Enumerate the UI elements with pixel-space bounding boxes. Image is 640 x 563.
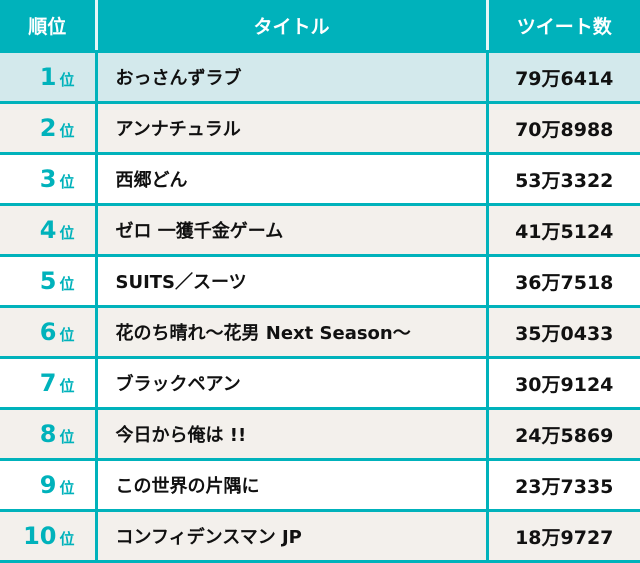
rank-number: 2 xyxy=(39,114,57,142)
table-row: 7 位ブラックペアン 30万9124 xyxy=(0,357,640,410)
table-row: 6 位花のち晴れ～花男 Next Season～ 35万0433 xyxy=(0,306,640,359)
rank-number: 7 xyxy=(39,369,57,397)
tweet-count-cell: 24万5869 xyxy=(485,408,640,461)
table-row: 9 位この世界の片隅に 23万7335 xyxy=(0,459,640,512)
rank-number: 8 xyxy=(39,420,57,448)
rank-suffix: 位 xyxy=(59,224,75,242)
title-cell: 花のち晴れ～花男 Next Season～ xyxy=(94,306,487,359)
rank-number: 6 xyxy=(39,318,57,346)
rank-suffix: 位 xyxy=(59,71,75,89)
rank-suffix: 位 xyxy=(59,326,75,344)
table-row: 4 位ゼロ 一獲千金ゲーム 41万5124 xyxy=(0,204,640,257)
header-rank: 順位 xyxy=(0,0,96,53)
rank-number: 10 xyxy=(23,522,57,550)
header-tweets: ツイート数 xyxy=(485,0,640,53)
title-cell: 西郷どん xyxy=(94,153,487,206)
rank-suffix: 位 xyxy=(59,275,75,293)
rank-number: 1 xyxy=(39,63,57,91)
title-cell: ブラックペアン xyxy=(94,357,487,410)
rank-suffix: 位 xyxy=(59,530,75,548)
table-row: 2 位アンナチュラル 70万8988 xyxy=(0,102,640,155)
tweet-count-cell: 36万7518 xyxy=(485,255,640,308)
tweet-count-cell: 79万6414 xyxy=(485,51,640,104)
tweet-count-cell: 41万5124 xyxy=(485,204,640,257)
rank-number: 3 xyxy=(39,165,57,193)
rank-suffix: 位 xyxy=(59,122,75,140)
tweet-count-cell: 23万7335 xyxy=(485,459,640,512)
tweet-count-cell: 70万8988 xyxy=(485,102,640,155)
title-cell: アンナチュラル xyxy=(94,102,487,155)
table-row: 1 位おっさんずラブ 79万6414 xyxy=(0,51,640,104)
rank-suffix: 位 xyxy=(59,479,75,497)
table-row: 8 位今日から俺は !! 24万5869 xyxy=(0,408,640,461)
table-row: 3 位西郷どん 53万3322 xyxy=(0,153,640,206)
title-cell: この世界の片隅に xyxy=(94,459,487,512)
title-cell: SUITS／スーツ xyxy=(94,255,487,308)
rank-number: 4 xyxy=(39,216,57,244)
title-cell: ゼロ 一獲千金ゲーム xyxy=(94,204,487,257)
rank-number: 9 xyxy=(39,471,57,499)
rank-suffix: 位 xyxy=(59,428,75,446)
title-cell: おっさんずラブ xyxy=(94,51,487,104)
tweet-count-cell: 35万0433 xyxy=(485,306,640,359)
rank-number: 5 xyxy=(39,267,57,295)
rank-suffix: 位 xyxy=(59,377,75,395)
table-row: 5 位 SUITS／スーツ 36万7518 xyxy=(0,255,640,308)
header-row: 順位 タイトル ツイート数 xyxy=(0,0,640,53)
title-cell: 今日から俺は !! xyxy=(94,408,487,461)
rank-cell: 10 位 xyxy=(0,510,96,563)
tweet-count-cell: 53万3322 xyxy=(485,153,640,206)
tweet-count-cell: 30万9124 xyxy=(485,357,640,410)
title-cell: コンフィデンスマン JP xyxy=(94,510,487,563)
rank-suffix: 位 xyxy=(59,173,75,191)
tweet-count-cell: 18万9727 xyxy=(485,510,640,563)
header-title: タイトル xyxy=(94,0,487,53)
table-row: 10 位コンフィデンスマン JP 18万9727 xyxy=(0,510,640,563)
